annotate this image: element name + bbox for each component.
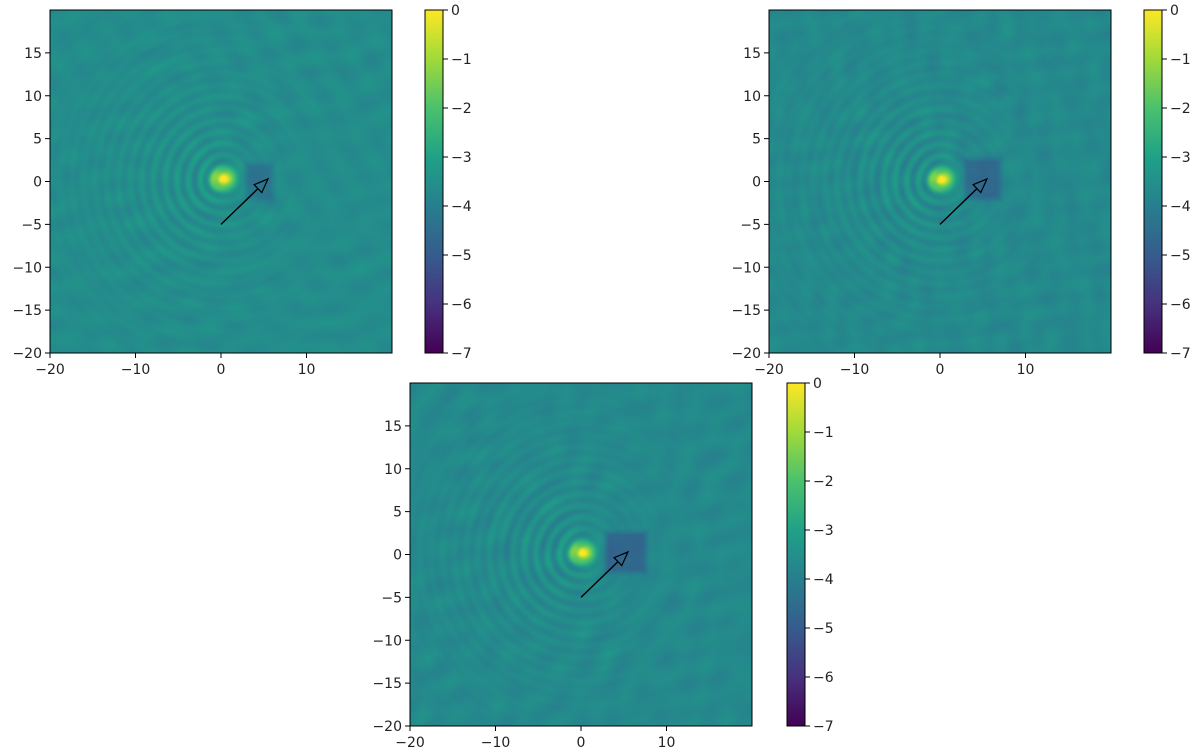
- y-tick-label: −20: [731, 346, 761, 362]
- colorbar-tick-label: −3: [451, 150, 472, 166]
- y-tick-label: 0: [33, 175, 42, 191]
- colorbar: [786, 382, 806, 727]
- colorbar-tick-label: −4: [1170, 199, 1191, 215]
- colorbar-tick-label: −6: [451, 297, 472, 313]
- y-tick-label: −5: [381, 590, 402, 606]
- arrow-head: [972, 177, 989, 194]
- y-tick-label: 10: [24, 89, 42, 105]
- colorbar-tick-label: −1: [451, 52, 472, 68]
- y-tick-label: 10: [384, 462, 402, 478]
- colorbar-tick-label: −7: [1170, 346, 1191, 362]
- y-tick-label: −5: [21, 217, 42, 233]
- x-tick-label: 0: [936, 362, 945, 378]
- colorbar-tick-label: −2: [813, 474, 834, 490]
- y-tick-label: 0: [752, 175, 761, 191]
- x-tick-label: 0: [577, 735, 586, 751]
- x-tick-label: 10: [658, 735, 676, 751]
- colorbar-tick-label: −7: [813, 719, 834, 735]
- y-tick-label: −20: [12, 346, 42, 362]
- heatmap-panel-bottom-center: −20 −10 0 10 −20 −15 −10 −5 0 5 10 15 0 −1 −2 −3 −4 −5 −6 −…: [372, 376, 833, 751]
- arrow-head: [613, 550, 630, 567]
- y-tick-label: −10: [731, 260, 761, 276]
- x-tick-label: 10: [1017, 362, 1035, 378]
- y-tick-label: −15: [731, 303, 761, 319]
- y-tick-label: 15: [24, 46, 42, 62]
- colorbar: [424, 9, 444, 354]
- arrow-shaft: [939, 188, 978, 225]
- colorbar-tick-label: −6: [1170, 297, 1191, 313]
- y-tick-label: −10: [12, 260, 42, 276]
- y-tick-label: −15: [12, 303, 42, 319]
- x-tick-label: 10: [298, 362, 316, 378]
- colorbar-tick-label: −3: [813, 523, 834, 539]
- heatmap-panel-top-right: −20 −10 0 10 −20 −15 −10 −5 0 5 10 15 0 −1 −2 −3 −4 −5 −6 −…: [731, 3, 1190, 378]
- y-tick-label: 10: [743, 89, 761, 105]
- x-tick-label: −20: [395, 735, 425, 751]
- colorbar-tick-label: 0: [1170, 3, 1179, 19]
- heatmap-image: [50, 10, 392, 353]
- heatmap-image: [769, 10, 1111, 353]
- colorbar-tick-label: −5: [451, 248, 472, 264]
- x-tick-label: −10: [121, 362, 151, 378]
- colorbar-tick-label: −5: [813, 621, 834, 637]
- y-tick-label: 5: [393, 505, 402, 521]
- x-tick-label: −10: [481, 735, 511, 751]
- arrow-shaft: [220, 188, 259, 225]
- y-tick-label: 5: [752, 132, 761, 148]
- colorbar-tick-label: −2: [451, 101, 472, 117]
- x-tick-label: −20: [754, 362, 784, 378]
- colorbar: [1143, 9, 1163, 354]
- colorbar-tick-label: −4: [813, 572, 834, 588]
- colorbar-tick-label: 0: [813, 376, 822, 392]
- arrow-head: [253, 177, 270, 194]
- colorbar-tick-label: −1: [813, 425, 834, 441]
- heatmap-panel-top-left: −20 −10 0 10 −20 −15 −10 −5 0 5 10 15 0 −1 −2 −3 −4 −5 −6 −…: [12, 3, 471, 378]
- arrow-shaft: [580, 561, 619, 598]
- colorbar-tick-label: 0: [451, 3, 460, 19]
- y-tick-label: −20: [372, 719, 402, 735]
- colorbar-tick-label: −4: [451, 199, 472, 215]
- x-tick-label: −20: [35, 362, 65, 378]
- colorbar-tick-label: −6: [813, 670, 834, 686]
- y-tick-label: −15: [372, 676, 402, 692]
- y-tick-label: 5: [33, 132, 42, 148]
- colorbar-tick-label: −7: [451, 346, 472, 362]
- y-tick-label: 0: [393, 548, 402, 564]
- x-tick-label: 0: [217, 362, 226, 378]
- y-tick-label: 15: [384, 419, 402, 435]
- y-tick-label: −10: [372, 633, 402, 649]
- x-tick-label: −10: [840, 362, 870, 378]
- y-tick-label: −5: [740, 217, 761, 233]
- colorbar-tick-label: −3: [1170, 150, 1191, 166]
- colorbar-tick-label: −5: [1170, 248, 1191, 264]
- y-tick-label: 15: [743, 46, 761, 62]
- colorbar-tick-label: −1: [1170, 52, 1191, 68]
- colorbar-tick-label: −2: [1170, 101, 1191, 117]
- heatmap-image: [410, 383, 752, 726]
